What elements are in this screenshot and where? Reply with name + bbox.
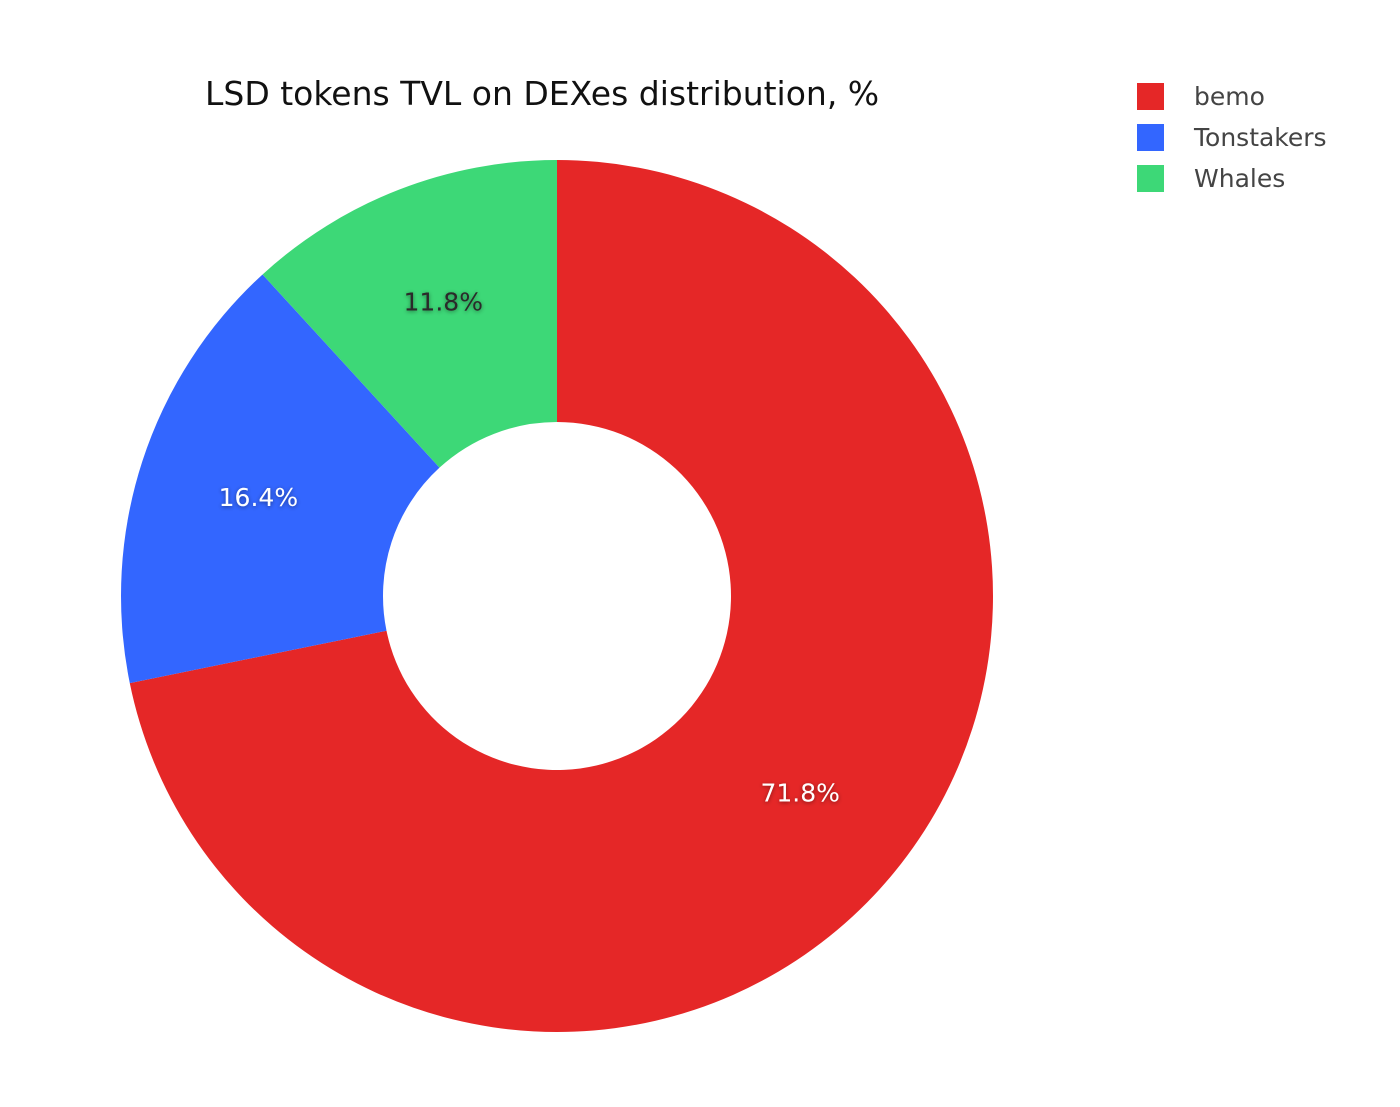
donut-slice-whales[interactable] bbox=[262, 160, 557, 468]
chart-title: LSD tokens TVL on DEXes distribution, % bbox=[205, 74, 880, 113]
slice-label-bemo: 71.8% bbox=[760, 779, 839, 808]
legend-item-whales[interactable]: Whales bbox=[1137, 158, 1327, 199]
slice-label-whales: 11.8% bbox=[404, 287, 483, 316]
donut-slices bbox=[121, 160, 993, 1032]
legend-label-bemo: bemo bbox=[1194, 82, 1265, 111]
legend-item-tonstakers[interactable]: Tonstakers bbox=[1137, 117, 1327, 158]
legend-swatch-whales bbox=[1137, 165, 1164, 192]
legend-swatch-tonstakers bbox=[1137, 124, 1164, 151]
slice-label-tonstakers: 16.4% bbox=[219, 483, 298, 512]
legend-label-whales: Whales bbox=[1194, 164, 1286, 193]
legend: bemo Tonstakers Whales bbox=[1137, 76, 1327, 199]
legend-swatch-bemo bbox=[1137, 83, 1164, 110]
donut-slice-bemo[interactable] bbox=[129, 160, 993, 1032]
donut-slice-tonstakers[interactable] bbox=[121, 274, 440, 684]
legend-item-bemo[interactable]: bemo bbox=[1137, 76, 1327, 117]
legend-label-tonstakers: Tonstakers bbox=[1194, 123, 1327, 152]
donut-slice-labels: 71.8% 16.4% 11.8% bbox=[219, 287, 840, 807]
